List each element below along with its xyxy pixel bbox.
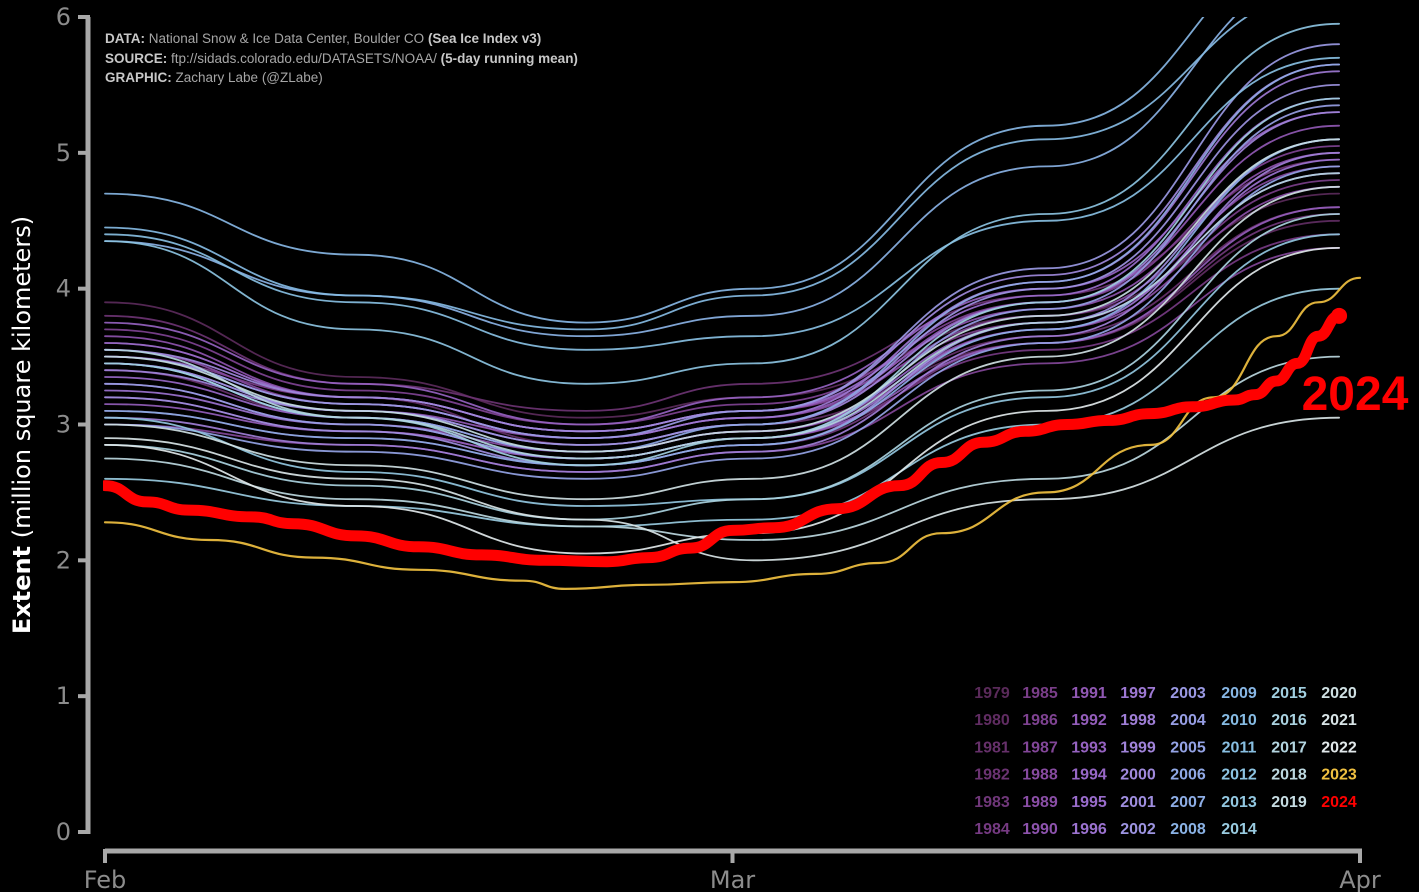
legend-year-2000: 2000: [1120, 767, 1156, 784]
series-line-2003: [104, 43, 1340, 439]
legend-year-2004: 2004: [1170, 712, 1206, 729]
legend-year-2007: 2007: [1170, 794, 1206, 811]
legend-year-2003: 2003: [1170, 685, 1206, 702]
legend-year-1982: 1982: [974, 767, 1010, 784]
legend-year-1983: 1983: [974, 794, 1010, 811]
series-line-2013: [104, 233, 1340, 507]
y-axis-label-bold: Extent: [8, 545, 36, 635]
axes-layer: 0 1 2 3 4 5 6 Feb Mar Apr: [56, 3, 1381, 892]
legend-year-2011: 2011: [1222, 739, 1257, 756]
series-line-1998: [104, 151, 1340, 473]
legend-year-1992: 1992: [1071, 712, 1107, 729]
series-layer: [103, 17, 1362, 590]
series-line-2020: [104, 185, 1340, 501]
legend-year-2019: 2019: [1271, 794, 1307, 811]
credit-source-label: SOURCE:: [105, 50, 168, 66]
credit-source-bold: (5-day running mean): [440, 50, 578, 66]
series-line-2012: [104, 22, 1340, 385]
series-line-2018: [104, 355, 1340, 541]
legend-year-1989: 1989: [1022, 794, 1058, 811]
series-line-1986: [104, 145, 1340, 426]
legend-year-2017: 2017: [1271, 739, 1307, 756]
y-tick-label: 5: [56, 139, 71, 167]
y-axis-label-rest: (million square kilometers): [8, 215, 36, 539]
y-tick-label: 6: [56, 3, 71, 31]
credit-graphic-label: GRAPHIC:: [105, 70, 172, 85]
y-tick-label: 4: [56, 275, 71, 303]
legend-year-1987: 1987: [1022, 739, 1058, 756]
legend-year-1994: 1994: [1071, 767, 1107, 784]
series-line-2010: [104, 17, 1248, 331]
legend-year-2012: 2012: [1221, 767, 1257, 784]
legend-year-1996: 1996: [1071, 821, 1107, 838]
legend-year-2001: 2001: [1120, 794, 1156, 811]
legend-year-2015: 2015: [1271, 685, 1307, 702]
series-line-2024: [103, 310, 1345, 568]
series-line-2007: [104, 138, 1340, 467]
credit-data-line: DATA: National Snow & Ice Data Center, B…: [105, 29, 578, 49]
y-tick-label: 3: [56, 411, 71, 439]
legend-year-2010: 2010: [1221, 712, 1257, 729]
legend-year-2014: 2014: [1221, 821, 1257, 838]
legend-year-1979: 1979: [974, 685, 1010, 702]
series-line-2023: [103, 276, 1362, 590]
legend-year-2016: 2016: [1271, 712, 1307, 729]
legend-year-2008: 2008: [1170, 821, 1206, 838]
legend-year-2006: 2006: [1170, 767, 1206, 784]
legend-year-1991: 1991: [1071, 685, 1107, 702]
legend-year-1986: 1986: [1022, 712, 1058, 729]
legend-year-1997: 1997: [1120, 685, 1156, 702]
legend-year-1995: 1995: [1071, 794, 1107, 811]
legend-year-1985: 1985: [1022, 685, 1058, 702]
legend-year-2024: 2024: [1321, 794, 1357, 811]
y-tick-label: 1: [56, 682, 71, 710]
series-line-1995: [104, 97, 1340, 433]
credit-data-bold: (Sea Ice Index v3): [427, 31, 542, 46]
x-tick-label: Feb: [84, 866, 127, 892]
series-line-2005: [104, 165, 1340, 480]
series-line-2011: [104, 56, 1340, 351]
series-line-2016: [104, 213, 1340, 521]
series-endpoint-2024: [1331, 307, 1348, 324]
credit-graphic-line: GRAPHIC: Zachary Labe (@ZLabe): [105, 68, 578, 88]
legend-year-2002: 2002: [1120, 821, 1156, 838]
legend-year-1981: 1981: [974, 739, 1010, 756]
legend-year-2022: 2022: [1321, 739, 1357, 756]
credit-data-label: DATA:: [105, 31, 145, 46]
credit-source-line: SOURCE: ftp://sidads.colorado.edu/DATASE…: [105, 49, 578, 69]
legend-year-2018: 2018: [1271, 767, 1307, 784]
legend-year-2013: 2013: [1221, 794, 1257, 811]
legend-year-2020: 2020: [1321, 685, 1357, 702]
series-line-1985: [104, 179, 1340, 433]
x-tick-label: Mar: [710, 866, 755, 892]
legend-year-1998: 1998: [1120, 712, 1156, 729]
series-line-2014: [104, 287, 1340, 528]
series-line-1993: [104, 111, 1340, 426]
legend: 1979 1980 1981 1982 1983 1984 1985 1986 1987 1988…: [974, 685, 1357, 838]
y-tick-label: 0: [56, 818, 71, 846]
legend-year-2009: 2009: [1221, 685, 1257, 702]
series-line-2017: [104, 172, 1340, 460]
legend-year-1993: 1993: [1071, 739, 1107, 756]
series-line-1979: [104, 192, 1340, 419]
y-axis-label: Extent (million square kilometers): [8, 216, 36, 634]
x-tick-label: Apr: [1339, 866, 1381, 892]
legend-year-2005: 2005: [1170, 739, 1206, 756]
series-line-2009: [104, 17, 1205, 324]
credit-data-text: National Snow & Ice Data Center, Boulder…: [148, 31, 425, 46]
credit-graphic-text: Zachary Labe (@ZLabe): [175, 70, 323, 85]
legend-year-2021: 2021: [1321, 712, 1357, 729]
legend-year-1984: 1984: [974, 821, 1010, 838]
credit-source-text: ftp://sidads.colorado.edu/DATASETS/NOAA/: [171, 50, 437, 66]
y-tick-label: 2: [56, 546, 71, 574]
series-line-2019: [104, 138, 1340, 453]
legend-year-1980: 1980: [974, 712, 1010, 729]
legend-year-1990: 1990: [1022, 821, 1058, 838]
legend-year-2023: 2023: [1321, 767, 1357, 784]
credits-block: DATA: National Snow & Ice Data Center, B…: [105, 29, 578, 88]
legend-year-1988: 1988: [1022, 767, 1058, 784]
highlight-year-label: 2024: [1302, 368, 1409, 421]
legend-year-1999: 1999: [1120, 739, 1156, 756]
